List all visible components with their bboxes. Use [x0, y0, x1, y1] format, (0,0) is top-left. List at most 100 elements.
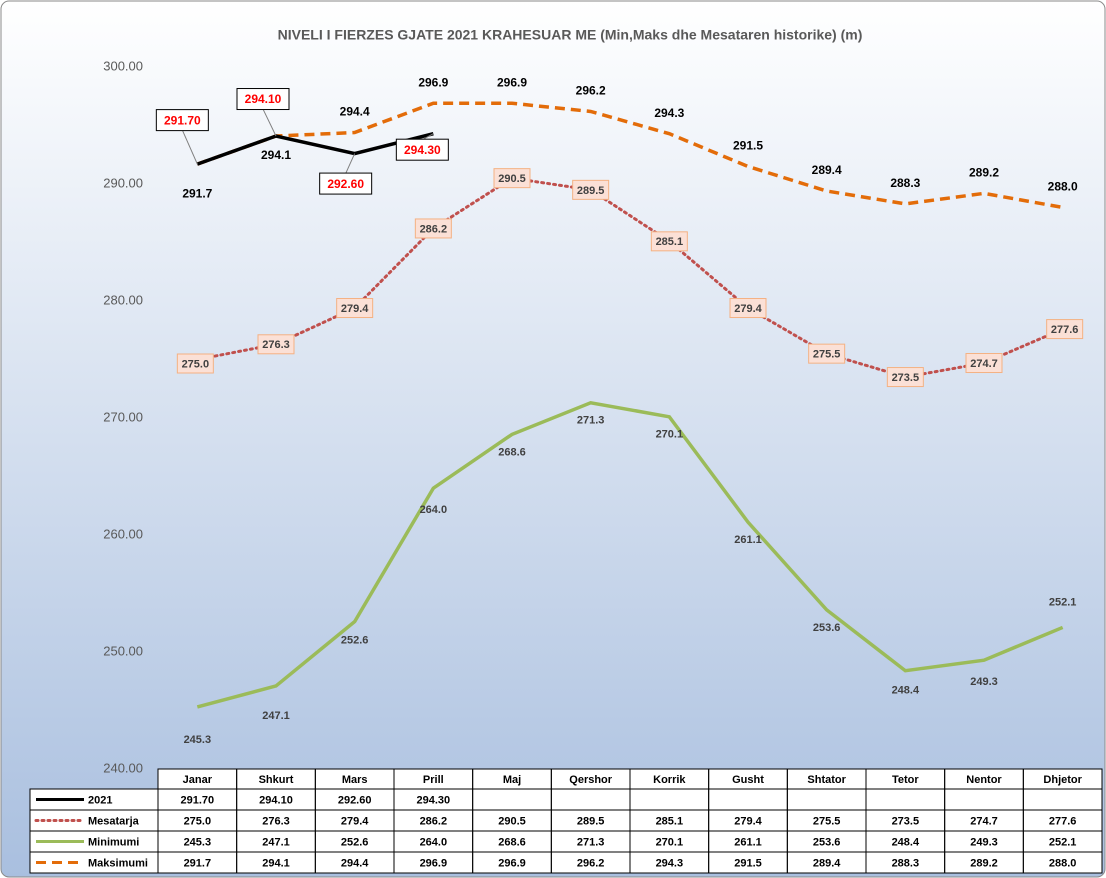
- x-tick-label: Janar: [183, 774, 213, 786]
- label-box: [1046, 319, 1084, 340]
- table-value: 294.1: [262, 857, 290, 869]
- data-label: 273.5: [892, 372, 920, 384]
- label-box: [319, 172, 373, 195]
- leader-line: [262, 108, 277, 137]
- leader-line: [345, 153, 356, 174]
- table-value: 285.1: [656, 815, 684, 827]
- legend-label: Maksimumi: [88, 857, 148, 869]
- data-label: 249.3: [970, 676, 998, 688]
- table-value: 261.1: [734, 836, 762, 848]
- table-value: 296.9: [498, 857, 526, 869]
- y-tick-label: 250.00: [103, 643, 143, 658]
- data-label: 294.3: [654, 106, 684, 120]
- table-value: 294.4: [341, 857, 369, 869]
- data-label: 279.4: [341, 303, 369, 315]
- label-box: [965, 353, 1003, 374]
- table-value: 296.9: [420, 857, 448, 869]
- data-label: 279.4: [734, 303, 762, 315]
- table-value: 271.3: [577, 836, 605, 848]
- x-tick-label: Dhjetor: [1043, 774, 1082, 786]
- data-label: 290.5: [498, 173, 526, 185]
- legend-label: 2021: [88, 794, 112, 806]
- legend-label: Mesatarja: [88, 815, 140, 827]
- data-label: 274.7: [970, 358, 998, 370]
- y-tick-label: 270.00: [103, 409, 143, 424]
- x-tick-label: Nentor: [966, 774, 1002, 786]
- table-value: 296.2: [577, 857, 605, 869]
- data-label: 291.5: [733, 139, 763, 153]
- table-value: 288.3: [892, 857, 920, 869]
- chart-title: NIVELI I FIERZES GJATE 2021 KRAHESUAR ME…: [278, 27, 863, 43]
- table-value: 294.3: [656, 857, 684, 869]
- data-label: 289.2: [969, 166, 999, 180]
- x-tick-label: Maj: [503, 774, 521, 786]
- y-tick-label: 300.00: [103, 58, 143, 73]
- table-value: 289.2: [970, 857, 998, 869]
- data-label: 292.60: [327, 177, 364, 191]
- series-line: [196, 101, 1063, 210]
- table-value: 249.3: [970, 836, 998, 848]
- table-value: 270.1: [656, 836, 684, 848]
- table-value: 294.30: [417, 794, 451, 806]
- data-label: 252.1: [1049, 596, 1077, 608]
- y-tick-label: 260.00: [103, 526, 143, 541]
- data-label: 294.4: [340, 105, 370, 119]
- x-tick-label: Korrik: [653, 774, 686, 786]
- table-value: 291.7: [184, 857, 212, 869]
- label-box: [808, 343, 846, 364]
- data-label: 286.2: [420, 223, 448, 235]
- data-label: 285.1: [656, 236, 684, 248]
- data-label: 294.10: [245, 92, 282, 106]
- label-box: [414, 218, 452, 239]
- label-box: [336, 298, 374, 319]
- x-tick-label: Shkurt: [259, 774, 294, 786]
- label-box: [493, 168, 531, 189]
- data-label: 253.6: [813, 622, 841, 634]
- table-value: 294.10: [259, 794, 293, 806]
- label-box: [572, 179, 610, 200]
- x-tick-label: Gusht: [732, 774, 764, 786]
- table-cell: [1022, 851, 1103, 874]
- table-value: 279.4: [734, 815, 762, 827]
- leader-line: [181, 129, 198, 165]
- table-value: 289.5: [577, 815, 605, 827]
- data-label: 294.1: [261, 148, 291, 162]
- data-label: 288.0: [1048, 180, 1078, 194]
- data-label: 245.3: [184, 734, 212, 746]
- data-label: 270.1: [656, 429, 684, 441]
- label-box: [257, 334, 295, 355]
- data-label: 294.30: [404, 143, 441, 157]
- table-value: 268.6: [498, 836, 526, 848]
- x-tick-label: Mars: [342, 774, 368, 786]
- label-box: [729, 298, 767, 319]
- x-tick-label: Qershor: [569, 774, 613, 786]
- data-label: 264.0: [420, 504, 448, 516]
- data-label: 271.3: [577, 415, 605, 427]
- table-value: 274.7: [970, 815, 998, 827]
- series-line: [196, 400, 1064, 709]
- table-value: 291.5: [734, 857, 762, 869]
- table-value: 264.0: [420, 836, 448, 848]
- table-value: 276.3: [262, 815, 290, 827]
- table-value: 252.6: [341, 836, 369, 848]
- table-value: 289.4: [813, 857, 841, 869]
- label-box: [155, 109, 209, 132]
- data-label: 289.4: [812, 163, 842, 177]
- table-value: 275.0: [184, 815, 212, 827]
- data-label: 291.70: [164, 113, 201, 127]
- table-value: 291.70: [181, 794, 215, 806]
- y-tick-label: 290.00: [103, 175, 143, 190]
- table-value: 253.6: [813, 836, 841, 848]
- data-label: 247.1: [262, 710, 290, 722]
- table-value: 275.5: [813, 815, 841, 827]
- y-tick-label: 280.00: [103, 292, 143, 307]
- label-box: [395, 138, 449, 161]
- table-value: 248.4: [892, 836, 920, 848]
- label-box: [650, 231, 688, 252]
- data-label: 248.4: [892, 685, 920, 697]
- series-line: [196, 131, 434, 166]
- data-label: 275.0: [182, 358, 210, 370]
- data-label: 296.9: [418, 75, 448, 89]
